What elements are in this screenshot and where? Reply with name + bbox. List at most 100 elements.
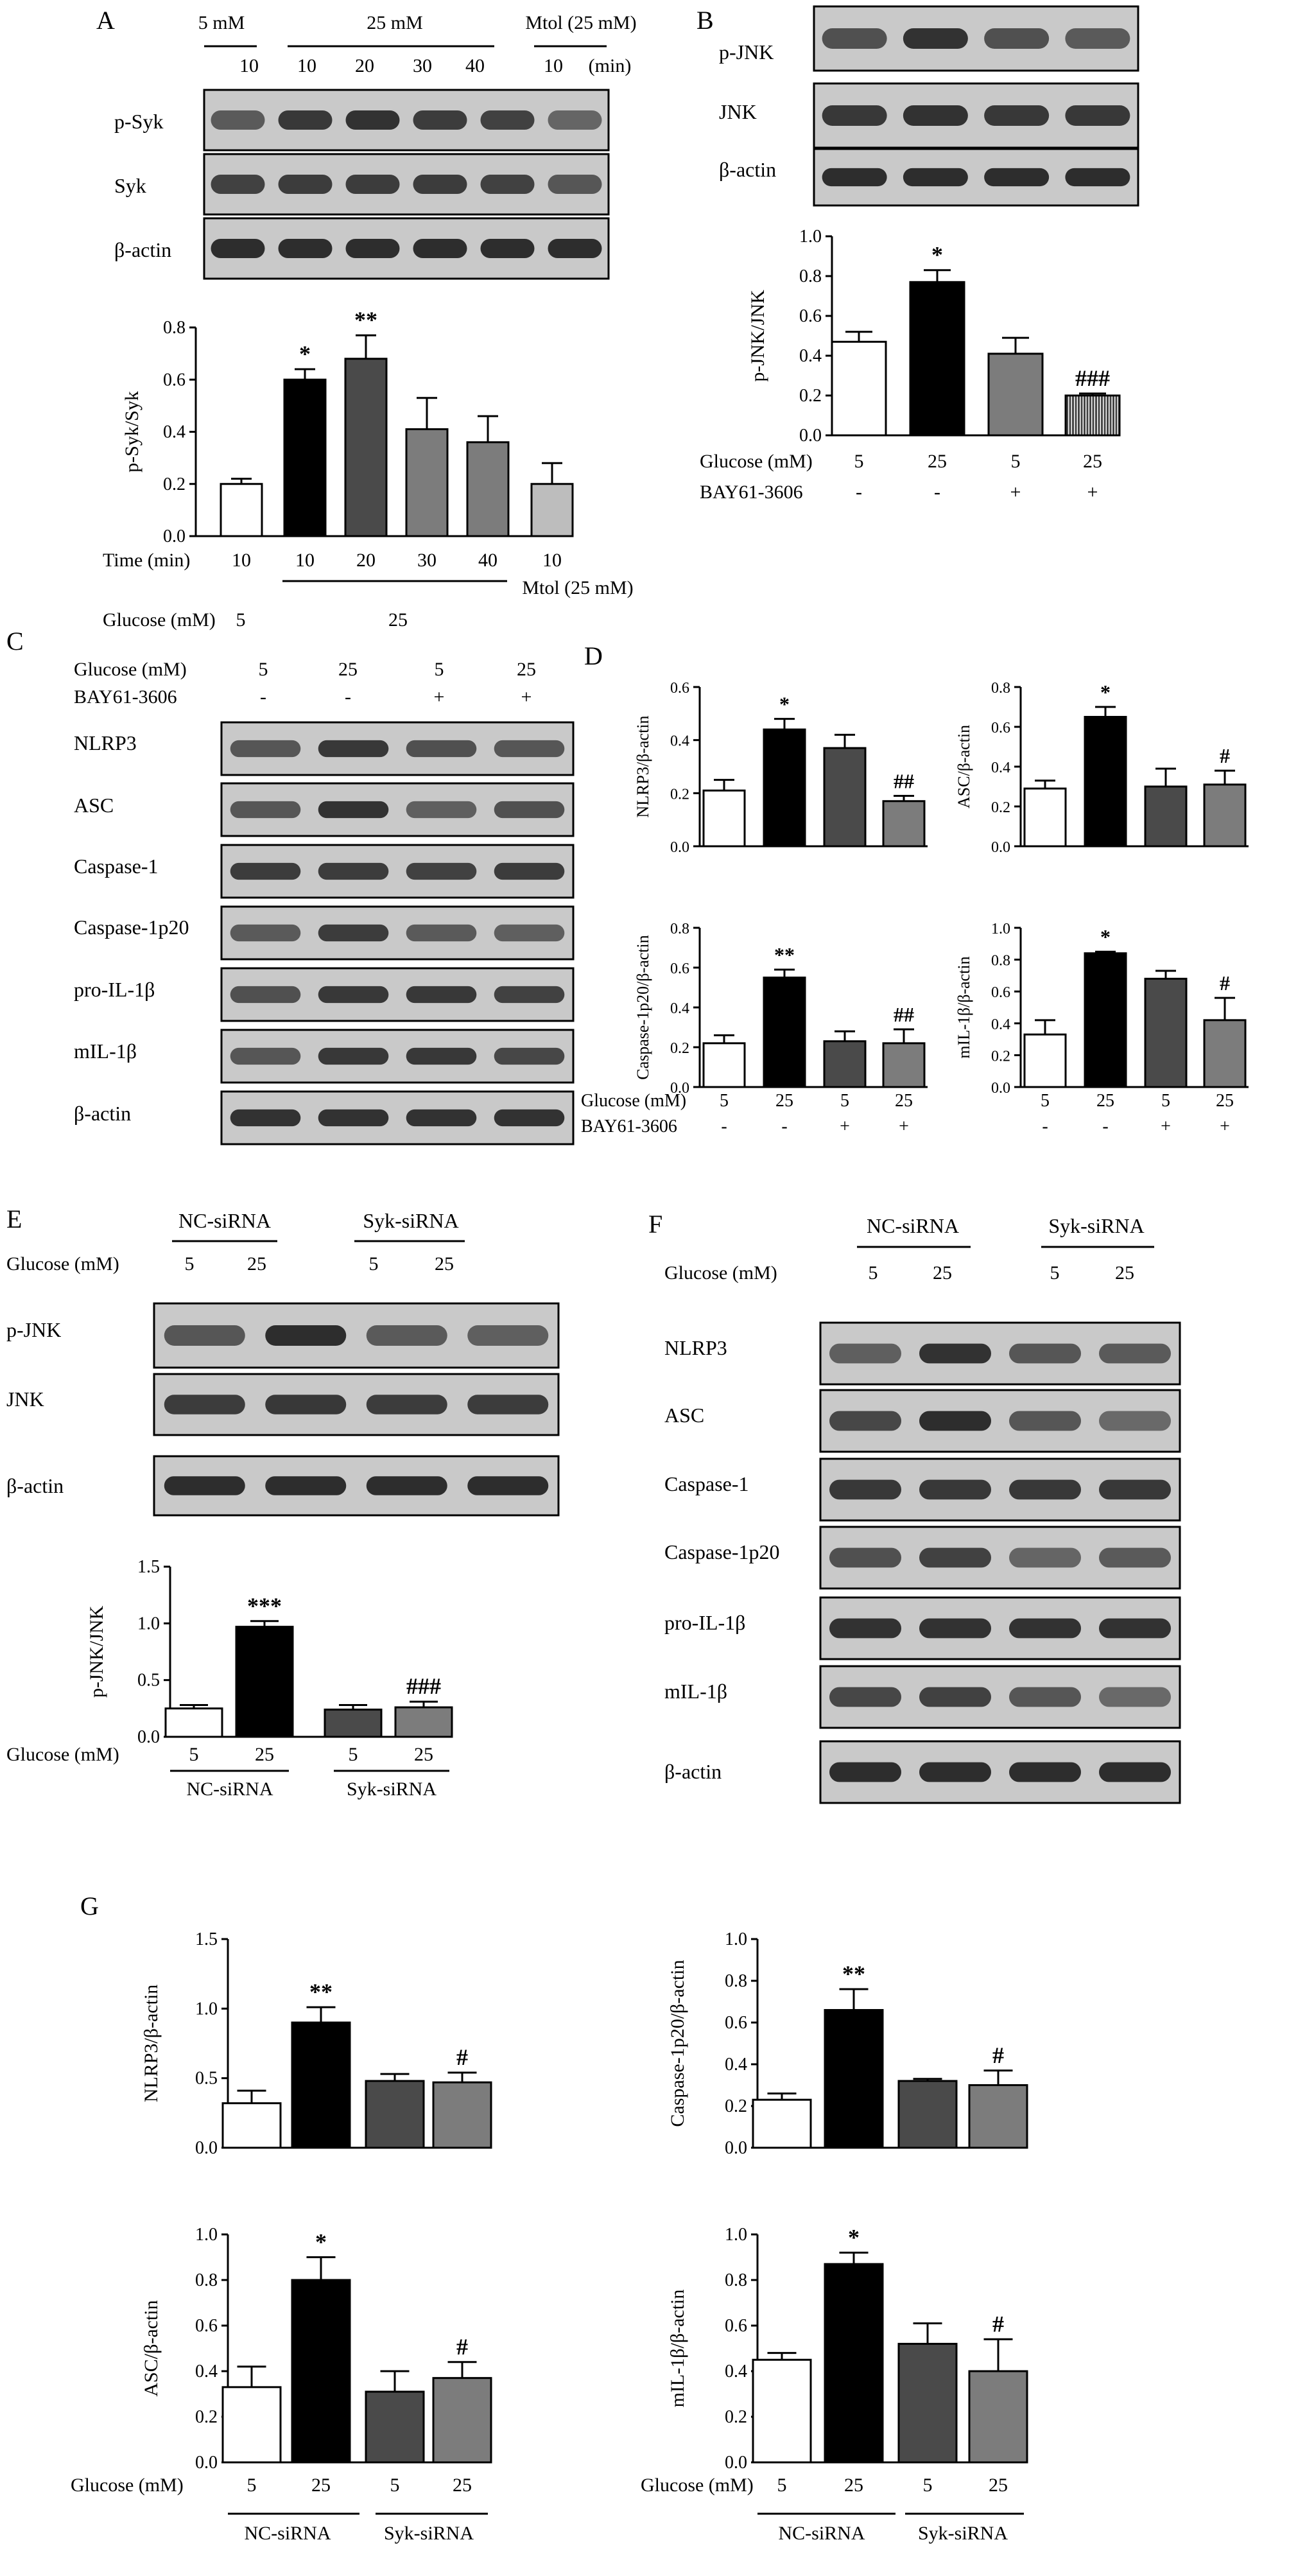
significance-mark: * [299,341,311,367]
panel-b-row-label-pjnk: p-JNK [719,40,774,64]
panel-d-right-row2-v1: - [1042,1117,1048,1136]
y-tick-label: 0.6 [991,984,1010,1001]
panel-label-c: C [6,627,24,656]
y-axis-label: Caspase-1p20/β-actin [634,935,652,1080]
blot-strip [819,1458,1181,1522]
panel-a-header-25mm: 25 mM [367,12,423,33]
panel-g-right-v3: 5 [923,2475,933,2496]
bar [752,2358,812,2464]
blot-strip [819,1665,1181,1729]
panel-a-row1-v5: 40 [478,550,497,571]
panel-d-right-row2-v3: + [1161,1117,1171,1136]
significance-mark: # [456,2044,468,2070]
y-tick-label: 0.6 [799,306,822,326]
blot-strip [813,148,1139,207]
y-tick-label: 0.0 [670,839,689,856]
bar [291,2279,351,2464]
bar [432,2081,492,2149]
panel-e-glucose-2: 25 [247,1253,266,1275]
panel-e-group1: NC-siRNA [186,1779,273,1800]
panel-a-header-mtol: Mtol (25 mM) [525,12,636,33]
bar [1023,787,1067,848]
panel-b-row2-v3: + [1010,482,1021,503]
panel-c-glucose-2: 25 [338,659,358,680]
panel-f-glucose-2: 25 [933,1262,952,1284]
bar [763,977,806,1088]
panel-c-row-label-4: Caspase-1p20 [74,916,189,939]
significance-mark: ** [774,943,795,966]
panel-g-left-v1: 5 [247,2475,257,2496]
blot-strip [203,89,610,152]
panel-label-d: D [584,641,603,670]
panel-d-left-row1-v1: 5 [720,1091,729,1111]
y-tick-label: 0.0 [195,2138,218,2158]
y-tick-label: 0.8 [163,318,186,338]
bar [987,352,1044,437]
panel-c-row-label-3: Caspase-1 [74,855,159,878]
y-tick-label: 0.4 [670,733,689,750]
panel-g-asc-chart: 0.0 0.2 0.4 0.6 0.8 1.0 ASC/β-actin * # [141,2225,492,2473]
panel-c-bay-1: - [260,686,266,708]
panel-b-row2-label: BAY61-3606 [700,482,803,503]
panel-b-row1-v3: 5 [1011,451,1021,472]
y-tick-label: 0.4 [725,2055,747,2075]
bar [221,2386,282,2464]
panel-a-row2-label: Glucose (mM) [103,609,216,631]
panel-e-row1-label: Glucose (mM) [6,1744,119,1765]
panel-c-glucose-3: 5 [435,659,444,680]
panel-e-header: NC-siRNA Syk-siRNA Glucose (mM) 5 25 5 2… [6,1209,465,1275]
panel-g-left-v4: 25 [453,2475,472,2496]
y-tick-label: 0.0 [137,1727,160,1747]
significance-mark: ** [354,307,377,333]
bar [283,378,327,537]
blot-strip [819,1740,1181,1804]
blot-strip [153,1373,560,1436]
y-tick-label: 0.2 [163,474,186,494]
bar [1203,1019,1247,1088]
panel-c-row-label-7: β-actin [74,1102,131,1125]
panel-c-glucose-label: Glucose (mM) [74,659,187,680]
bar [221,2102,282,2149]
blot-strip [813,5,1139,72]
panel-d-left-row2-v3: + [840,1117,850,1136]
panel-a-row1-v6: 10 [542,550,562,571]
bar [824,2263,884,2464]
y-axis-label: Caspase-1p20/β-actin [667,1960,688,2127]
y-axis-label: mIL-1β/β-actin [955,956,973,1058]
panel-e-row1-v3: 5 [349,1744,358,1765]
panel-b-chart: 0.0 0.2 0.4 0.6 0.8 1.0 p-JNK/JNK * ### Glucose … [700,227,1121,503]
blot-strip [819,1526,1181,1590]
bar [909,281,965,437]
y-tick-label: 0.2 [670,1040,689,1057]
panel-c-row-label-1: NLRP3 [74,731,137,754]
panel-b-row1-v1: 5 [854,451,864,472]
significance-mark: ** [309,1979,333,2005]
panel-a-row2-25: 25 [388,609,408,631]
y-tick-label: 0.4 [725,2362,747,2381]
y-tick-label: 0.2 [991,1048,1010,1065]
panel-f-row-label-6: mIL-1β [664,1680,727,1703]
panel-e-bar-chart: 0.0 0.5 1.0 1.5 p-JNK/JNK *** ### [86,1557,453,1747]
blot-strip [220,967,575,1022]
y-tick-label: 1.5 [137,1557,160,1577]
panel-d-left-row2-v4: + [899,1117,909,1136]
significance-mark: * [779,693,790,716]
panel-c-row-label-2: ASC [74,794,114,817]
panel-c-bay-3: + [434,686,445,708]
significance-mark: ## [894,769,914,792]
y-tick-label: 0.2 [195,2407,218,2427]
y-tick-label: 0.6 [991,720,1010,736]
panel-d-left-row2-v1: - [721,1117,727,1136]
bar [897,2080,958,2149]
panel-e-glucose-3: 5 [369,1253,379,1275]
y-axis-label: p-JNK/JNK [747,290,768,382]
y-tick-label: 1.0 [137,1614,160,1633]
panel-e-glucose-1: 5 [185,1253,195,1275]
bar [1023,1033,1067,1088]
y-tick-label: 1.0 [799,227,822,247]
blot-strip [220,905,575,961]
significance-mark: # [992,2042,1004,2068]
panel-label-b: B [696,6,714,35]
panel-a-blot: p-Syk Syk β-actin [114,110,171,261]
